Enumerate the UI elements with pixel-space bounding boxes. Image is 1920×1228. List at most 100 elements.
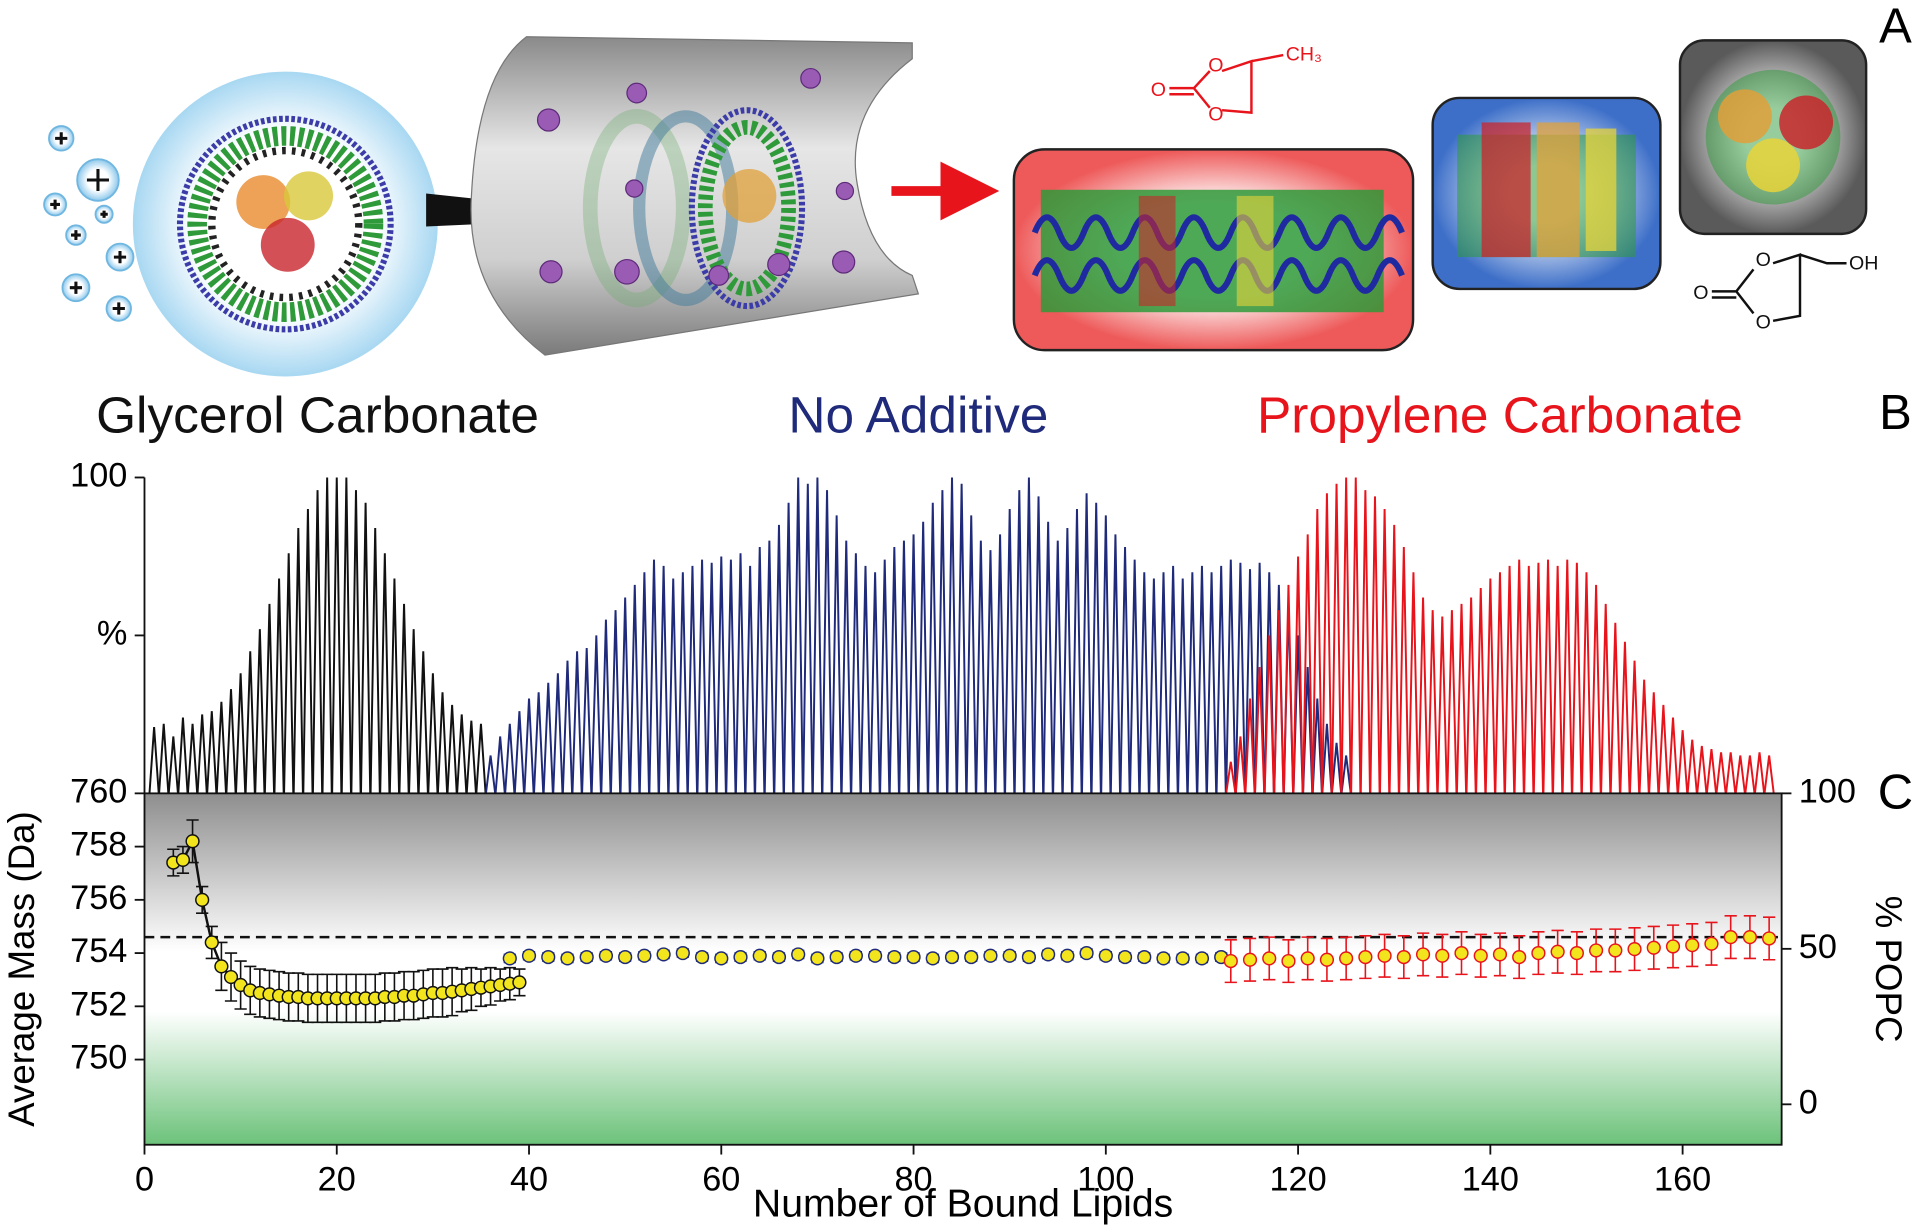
point xyxy=(771,949,787,965)
lipid-tails xyxy=(208,146,363,302)
atom: CH₃ xyxy=(1286,43,1322,65)
peak xyxy=(946,477,958,794)
peak xyxy=(350,490,362,794)
point xyxy=(1223,953,1238,969)
point xyxy=(656,947,671,962)
peak xyxy=(1205,572,1218,794)
point xyxy=(1723,930,1738,945)
panel-label: A xyxy=(1879,0,1912,53)
peak xyxy=(398,603,410,794)
y2-tick-label: 100 xyxy=(1799,772,1856,810)
peak xyxy=(1292,556,1304,794)
point xyxy=(1021,949,1037,965)
point xyxy=(1492,947,1508,962)
peak xyxy=(1455,603,1468,794)
peak xyxy=(629,584,641,794)
peak xyxy=(1407,572,1420,794)
peak xyxy=(215,701,227,794)
peak xyxy=(484,755,497,794)
peak xyxy=(1513,559,1525,794)
point xyxy=(204,935,219,950)
peak xyxy=(552,673,564,794)
peak xyxy=(821,490,833,794)
peak xyxy=(956,483,968,794)
point xyxy=(223,969,239,985)
x-tick-label: 20 xyxy=(318,1161,356,1199)
peak xyxy=(254,629,266,794)
illustration: O O O CH₃ O O O OH xyxy=(43,36,1878,377)
point xyxy=(675,945,690,961)
point xyxy=(867,948,883,963)
peak xyxy=(244,651,256,794)
peak xyxy=(1032,496,1045,794)
panel-label: B xyxy=(1879,386,1912,440)
peak xyxy=(1330,742,1343,794)
peak xyxy=(1571,562,1583,794)
peak xyxy=(542,682,554,794)
point xyxy=(185,834,200,849)
peak xyxy=(388,578,401,794)
peak xyxy=(1090,502,1102,794)
peak xyxy=(523,698,535,794)
peak xyxy=(1753,752,1766,794)
peak xyxy=(1398,546,1410,794)
peak xyxy=(465,720,477,794)
point xyxy=(964,949,979,965)
peak xyxy=(1263,635,1275,794)
peak xyxy=(1417,597,1429,794)
peak xyxy=(1244,569,1256,794)
series-title: Propylene Carbonate xyxy=(1257,385,1743,443)
peak xyxy=(1071,509,1083,794)
protein xyxy=(1536,122,1580,258)
atom: O xyxy=(1756,311,1771,333)
peak xyxy=(1580,572,1593,794)
peak xyxy=(533,692,545,794)
point xyxy=(1377,948,1392,963)
peak xyxy=(1427,610,1439,794)
peak xyxy=(1667,717,1679,794)
peak xyxy=(609,610,622,794)
peak xyxy=(1148,578,1160,794)
peak xyxy=(1744,755,1756,794)
point xyxy=(791,947,806,962)
peak xyxy=(1734,755,1746,794)
ions xyxy=(43,125,135,322)
peak xyxy=(321,477,333,794)
peak xyxy=(235,673,247,794)
peak xyxy=(1369,496,1381,794)
peak xyxy=(869,572,881,794)
peak xyxy=(917,521,929,794)
point xyxy=(1137,949,1152,965)
peak xyxy=(1234,562,1247,794)
point xyxy=(618,949,633,965)
series-title: No Additive xyxy=(788,385,1048,443)
point xyxy=(502,951,517,966)
series-title: Glycerol Carbonate xyxy=(96,385,539,443)
peak xyxy=(1042,521,1054,794)
point xyxy=(560,951,575,966)
helix xyxy=(1031,214,1405,294)
peak xyxy=(1013,490,1025,794)
peak xyxy=(456,714,468,794)
peak xyxy=(273,578,285,794)
peak xyxy=(581,648,593,794)
protein xyxy=(1585,128,1617,251)
point xyxy=(1358,949,1373,965)
peak xyxy=(773,524,785,794)
point xyxy=(1704,936,1719,951)
point xyxy=(733,949,748,965)
peak xyxy=(1696,745,1708,794)
protein xyxy=(236,175,291,229)
peak xyxy=(1100,515,1112,794)
protein xyxy=(1138,195,1176,307)
peak xyxy=(802,483,814,794)
atom: O xyxy=(1208,54,1223,76)
point xyxy=(887,949,902,965)
peak xyxy=(888,546,900,794)
peak xyxy=(1600,603,1612,794)
point xyxy=(1415,947,1431,962)
peak xyxy=(513,711,526,794)
peak xyxy=(494,736,506,794)
atom: OH xyxy=(1849,253,1878,275)
